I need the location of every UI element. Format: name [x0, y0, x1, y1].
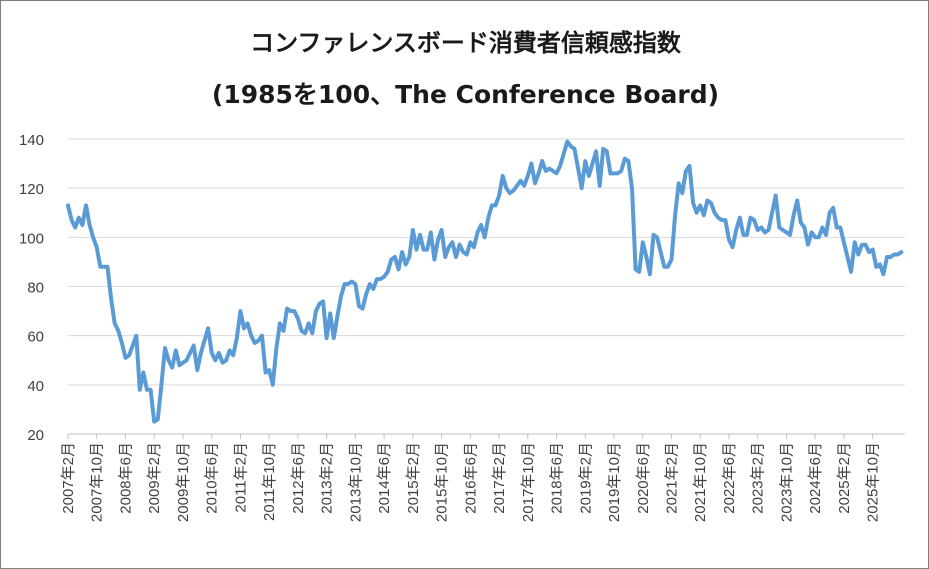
- x-tick-label: 2024年6月: [807, 442, 824, 514]
- x-tick-label: 2009年2月: [146, 442, 163, 514]
- y-tick-label: 140: [19, 132, 44, 149]
- x-tick-label: 2023年2月: [750, 442, 767, 514]
- x-tick-label: 2025年10月: [865, 442, 882, 522]
- x-tick-label: 2013年10月: [347, 442, 364, 522]
- series-line: [66, 139, 904, 424]
- chart-subtitle: (1985を100、The Conference Board): [211, 80, 720, 109]
- x-tick-label: 2009年10月: [175, 442, 192, 522]
- x-tick-label: 2013年2月: [319, 442, 336, 514]
- x-tick-label: 2016年6月: [462, 442, 479, 514]
- chart-title: コンファレンスボード消費者信頼感指数: [250, 29, 681, 57]
- x-tick-label: 2020年6月: [635, 442, 652, 514]
- x-tick-label: 2014年6月: [376, 442, 393, 514]
- x-tick-label: 2011年2月: [232, 442, 249, 513]
- x-tick-label: 2017年2月: [491, 442, 508, 514]
- x-tick-label: 2015年10月: [434, 442, 451, 522]
- y-tick-label: 80: [27, 280, 44, 297]
- y-tick-label: 40: [27, 378, 44, 395]
- x-tick-label: 2010年6月: [204, 442, 221, 514]
- x-tick-label: 2019年10月: [606, 442, 623, 522]
- x-tick-label: 2019年2月: [577, 442, 594, 514]
- y-tick-label: 100: [19, 230, 44, 247]
- y-tick-label: 120: [19, 181, 44, 198]
- x-tick-label: 2021年2月: [664, 442, 681, 514]
- y-tick-label: 20: [27, 427, 44, 444]
- x-tick-label: 2021年10月: [692, 442, 709, 522]
- x-tick-label: 2022年6月: [721, 442, 738, 514]
- y-tick-label: 60: [27, 329, 44, 346]
- x-tick-label: 2015年2月: [405, 442, 422, 514]
- x-tick-label: 2008年6月: [117, 442, 134, 514]
- x-tick-label: 2018年6月: [549, 442, 566, 514]
- x-tick-label: 2023年10月: [778, 442, 795, 522]
- x-tick-label: 2007年2月: [60, 442, 77, 514]
- x-tick-label: 2011年10月: [261, 442, 278, 521]
- x-tick-label: 2025年2月: [836, 442, 853, 514]
- x-tick-label: 2012年6月: [290, 442, 307, 514]
- x-tick-label: 2017年10月: [520, 442, 537, 522]
- x-tick-label: 2007年10月: [89, 442, 106, 522]
